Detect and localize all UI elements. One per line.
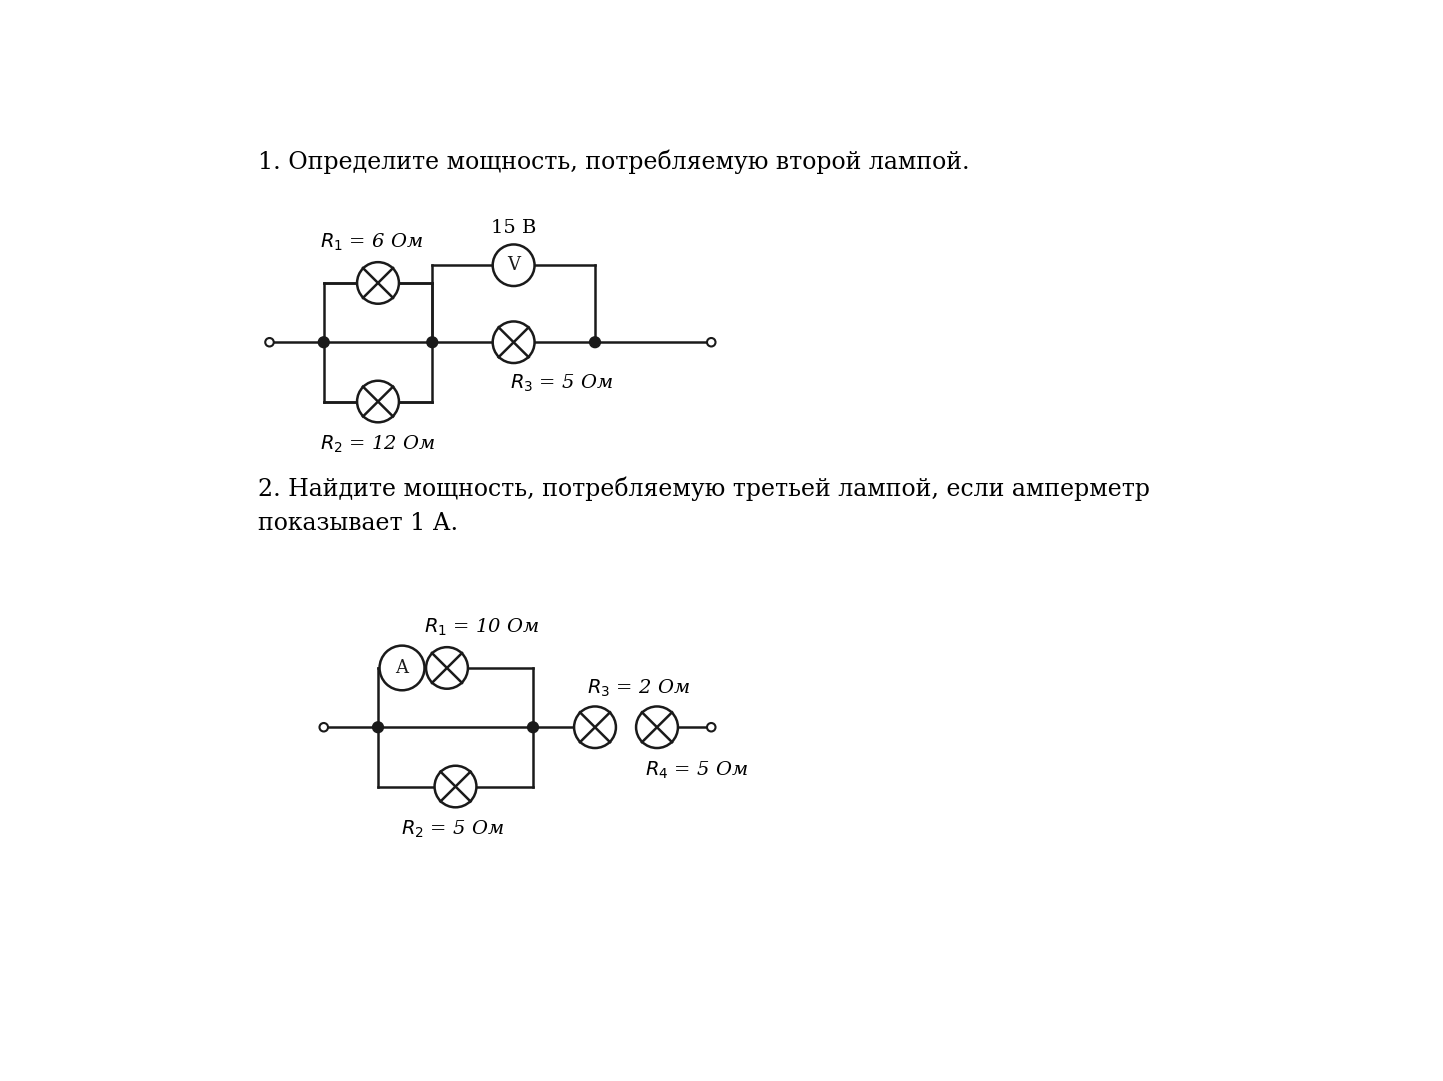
Circle shape — [319, 337, 329, 348]
Text: $R_1$ = 10 Ом: $R_1$ = 10 Ом — [424, 616, 540, 638]
Circle shape — [319, 723, 328, 732]
Circle shape — [528, 722, 538, 733]
Circle shape — [372, 722, 384, 733]
Text: 1. Определите мощность, потребляемую второй лампой.: 1. Определите мощность, потребляемую вто… — [258, 150, 970, 174]
Circle shape — [427, 337, 437, 348]
Circle shape — [380, 645, 424, 691]
Circle shape — [707, 338, 716, 347]
Circle shape — [356, 381, 398, 423]
Text: 15 В: 15 В — [491, 218, 537, 237]
Text: $R_3$ = 5 Ом: $R_3$ = 5 Ом — [509, 372, 613, 393]
Circle shape — [266, 338, 274, 347]
Text: $R_2$ = 5 Ом: $R_2$ = 5 Ом — [401, 819, 504, 840]
Circle shape — [636, 707, 678, 748]
Circle shape — [356, 263, 398, 304]
Circle shape — [492, 244, 534, 286]
Circle shape — [590, 337, 600, 348]
Circle shape — [574, 707, 616, 748]
Circle shape — [492, 321, 534, 363]
Text: V: V — [506, 256, 519, 275]
Circle shape — [707, 723, 716, 732]
Text: 2. Найдите мощность, потребляемую третьей лампой, если амперметр: 2. Найдите мощность, потребляемую третье… — [258, 477, 1150, 502]
Circle shape — [434, 765, 476, 808]
Text: показывает 1 А.: показывает 1 А. — [258, 511, 457, 535]
Text: $R_4$ = 5 Ом: $R_4$ = 5 Ом — [645, 760, 749, 780]
Text: A: A — [395, 659, 408, 677]
Text: $R_2$ = 12 Ом: $R_2$ = 12 Ом — [320, 433, 436, 455]
Text: $R_1$ = 6 Ом: $R_1$ = 6 Ом — [320, 231, 423, 253]
Circle shape — [426, 648, 468, 689]
Text: $R_3$ = 2 Ом: $R_3$ = 2 Ом — [587, 678, 690, 698]
